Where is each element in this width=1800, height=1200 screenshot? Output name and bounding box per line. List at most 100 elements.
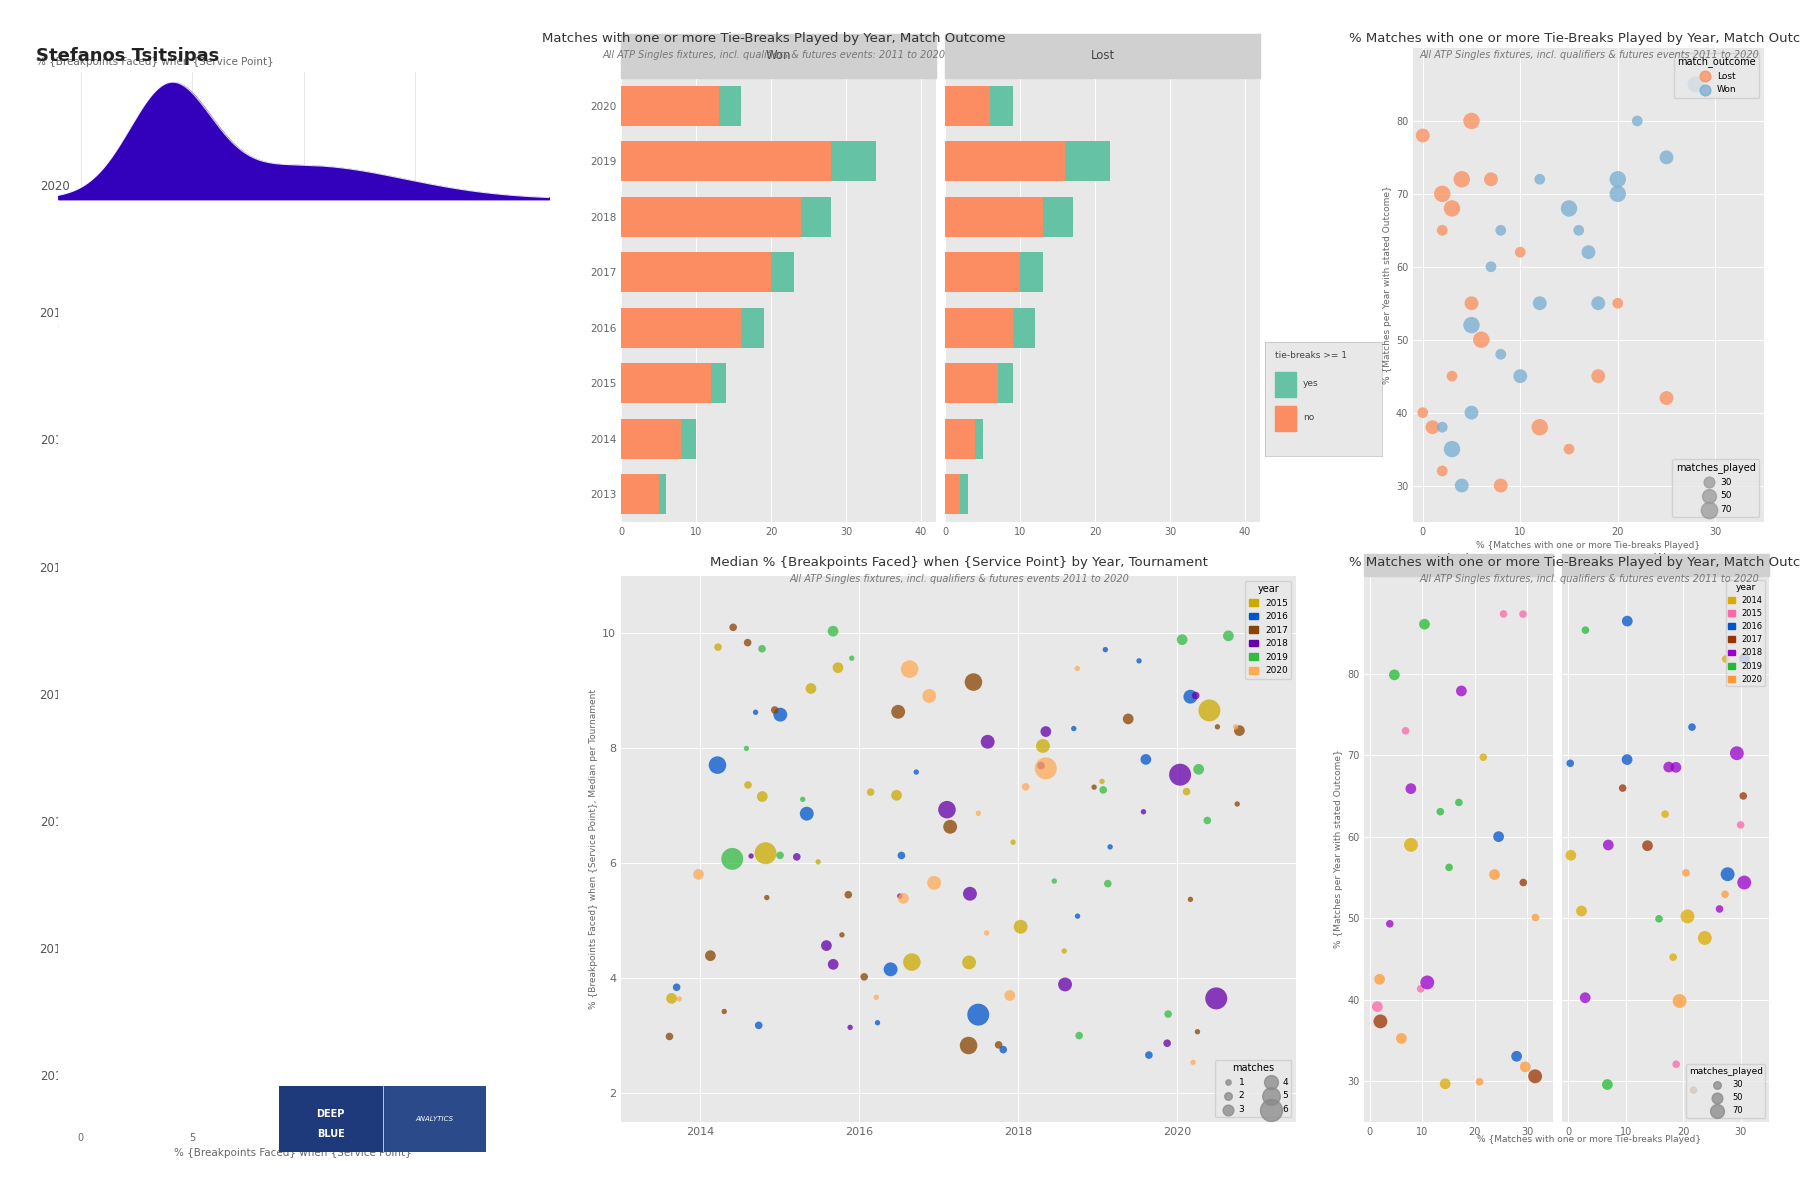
Point bbox=[954, 953, 983, 972]
Point bbox=[1679, 1080, 1708, 1099]
Bar bbox=[621, 364, 711, 403]
Text: Median % {Breakpoints Faced} when {Service Point} by Year, Tournament: Median % {Breakpoints Faced} when {Servi… bbox=[711, 557, 1208, 569]
Point bbox=[1555, 439, 1584, 458]
Point bbox=[662, 978, 691, 997]
Point bbox=[1593, 835, 1622, 854]
Bar bbox=[621, 34, 936, 78]
Point bbox=[1521, 1067, 1550, 1086]
Point bbox=[1469, 748, 1498, 767]
Bar bbox=[621, 307, 742, 348]
Bar bbox=[621, 85, 718, 126]
Point bbox=[1458, 112, 1487, 131]
Point bbox=[1031, 758, 1060, 778]
Point bbox=[1391, 721, 1420, 740]
Point bbox=[1487, 344, 1516, 364]
Text: yes: yes bbox=[1303, 379, 1318, 388]
Point bbox=[752, 888, 781, 907]
Point bbox=[1555, 754, 1584, 773]
Point bbox=[1525, 418, 1553, 437]
Point bbox=[718, 618, 747, 637]
Point bbox=[751, 844, 779, 863]
Point bbox=[1654, 757, 1683, 776]
Point bbox=[1458, 316, 1487, 335]
Point bbox=[709, 1002, 738, 1021]
Point bbox=[1730, 649, 1759, 668]
Point bbox=[895, 660, 923, 679]
Point bbox=[988, 1040, 1017, 1060]
Bar bbox=[945, 252, 1021, 293]
Point bbox=[1604, 185, 1633, 204]
Point bbox=[1438, 199, 1467, 218]
Point bbox=[1573, 242, 1602, 262]
Point bbox=[1584, 366, 1613, 385]
Point bbox=[697, 946, 725, 965]
Point bbox=[999, 833, 1028, 852]
Point bbox=[1132, 750, 1161, 769]
Point bbox=[1710, 884, 1739, 904]
Point bbox=[760, 701, 788, 720]
Point bbox=[718, 850, 747, 869]
Point bbox=[805, 852, 833, 871]
Point bbox=[1447, 682, 1476, 701]
Point bbox=[956, 884, 985, 904]
Legend: 30, 50, 70: 30, 50, 70 bbox=[1672, 458, 1759, 517]
Point bbox=[985, 1036, 1013, 1055]
Point bbox=[1184, 760, 1213, 779]
Bar bbox=[1274, 372, 1296, 397]
Point bbox=[1168, 630, 1197, 649]
Point bbox=[1408, 403, 1436, 422]
Point bbox=[783, 847, 812, 866]
Point bbox=[1730, 872, 1759, 892]
Point bbox=[733, 634, 761, 653]
Point bbox=[1364, 970, 1393, 989]
Point bbox=[1091, 640, 1120, 659]
Point bbox=[1193, 811, 1222, 830]
Point bbox=[1388, 1028, 1417, 1048]
Text: 2014: 2014 bbox=[40, 943, 70, 956]
Point bbox=[1525, 169, 1553, 188]
Point bbox=[1652, 148, 1681, 167]
Point bbox=[1568, 901, 1597, 920]
Text: All ATP Singles fixtures, incl. qualifiers & futures events 2011 to 2020: All ATP Singles fixtures, incl. qualifie… bbox=[1420, 574, 1759, 584]
Text: All ATP Singles fixtures, incl. qualifiers & futures events: 2011 to 2020: All ATP Singles fixtures, incl. qualifie… bbox=[603, 49, 945, 60]
Point bbox=[1467, 330, 1496, 349]
Point bbox=[1508, 605, 1537, 624]
Text: % {Matches with one or more Tie-breaks Played}: % {Matches with one or more Tie-breaks P… bbox=[1478, 1135, 1701, 1145]
Point bbox=[1179, 1052, 1208, 1072]
Point bbox=[898, 953, 927, 972]
Point bbox=[1175, 688, 1204, 707]
Point bbox=[1012, 778, 1040, 797]
Point bbox=[886, 887, 914, 906]
Bar bbox=[945, 34, 1260, 78]
Point bbox=[1202, 718, 1231, 737]
Point bbox=[1651, 804, 1679, 823]
Bar bbox=[659, 474, 666, 515]
Point bbox=[745, 1015, 774, 1034]
Point bbox=[1409, 614, 1438, 634]
Point bbox=[995, 986, 1024, 1006]
Point bbox=[1031, 722, 1060, 742]
Point bbox=[1080, 778, 1109, 797]
Point bbox=[1129, 802, 1157, 821]
Point bbox=[1521, 908, 1550, 928]
Point bbox=[1507, 366, 1535, 385]
Legend: 30, 50, 70: 30, 50, 70 bbox=[1687, 1064, 1766, 1118]
Point bbox=[1172, 782, 1201, 802]
Point bbox=[1604, 169, 1633, 188]
Point bbox=[1175, 889, 1204, 908]
Bar bbox=[742, 307, 763, 348]
Point bbox=[1154, 1004, 1183, 1024]
Bar bbox=[1364, 554, 1553, 576]
Bar bbox=[621, 197, 801, 236]
Y-axis label: % {Matches per Year with stated Outcome}: % {Matches per Year with stated Outcome} bbox=[1382, 186, 1391, 384]
Point bbox=[1665, 991, 1694, 1010]
Point bbox=[1661, 1055, 1690, 1074]
Point bbox=[655, 1027, 684, 1046]
Point bbox=[1564, 221, 1593, 240]
Point bbox=[877, 960, 905, 979]
Point bbox=[1435, 858, 1463, 877]
Text: All ATP Singles fixtures, incl. qualifiers & futures events 2011 to 2020: All ATP Singles fixtures, incl. qualifie… bbox=[790, 574, 1129, 584]
Point bbox=[1447, 169, 1476, 188]
Point bbox=[1487, 476, 1516, 496]
Point bbox=[954, 1036, 983, 1055]
